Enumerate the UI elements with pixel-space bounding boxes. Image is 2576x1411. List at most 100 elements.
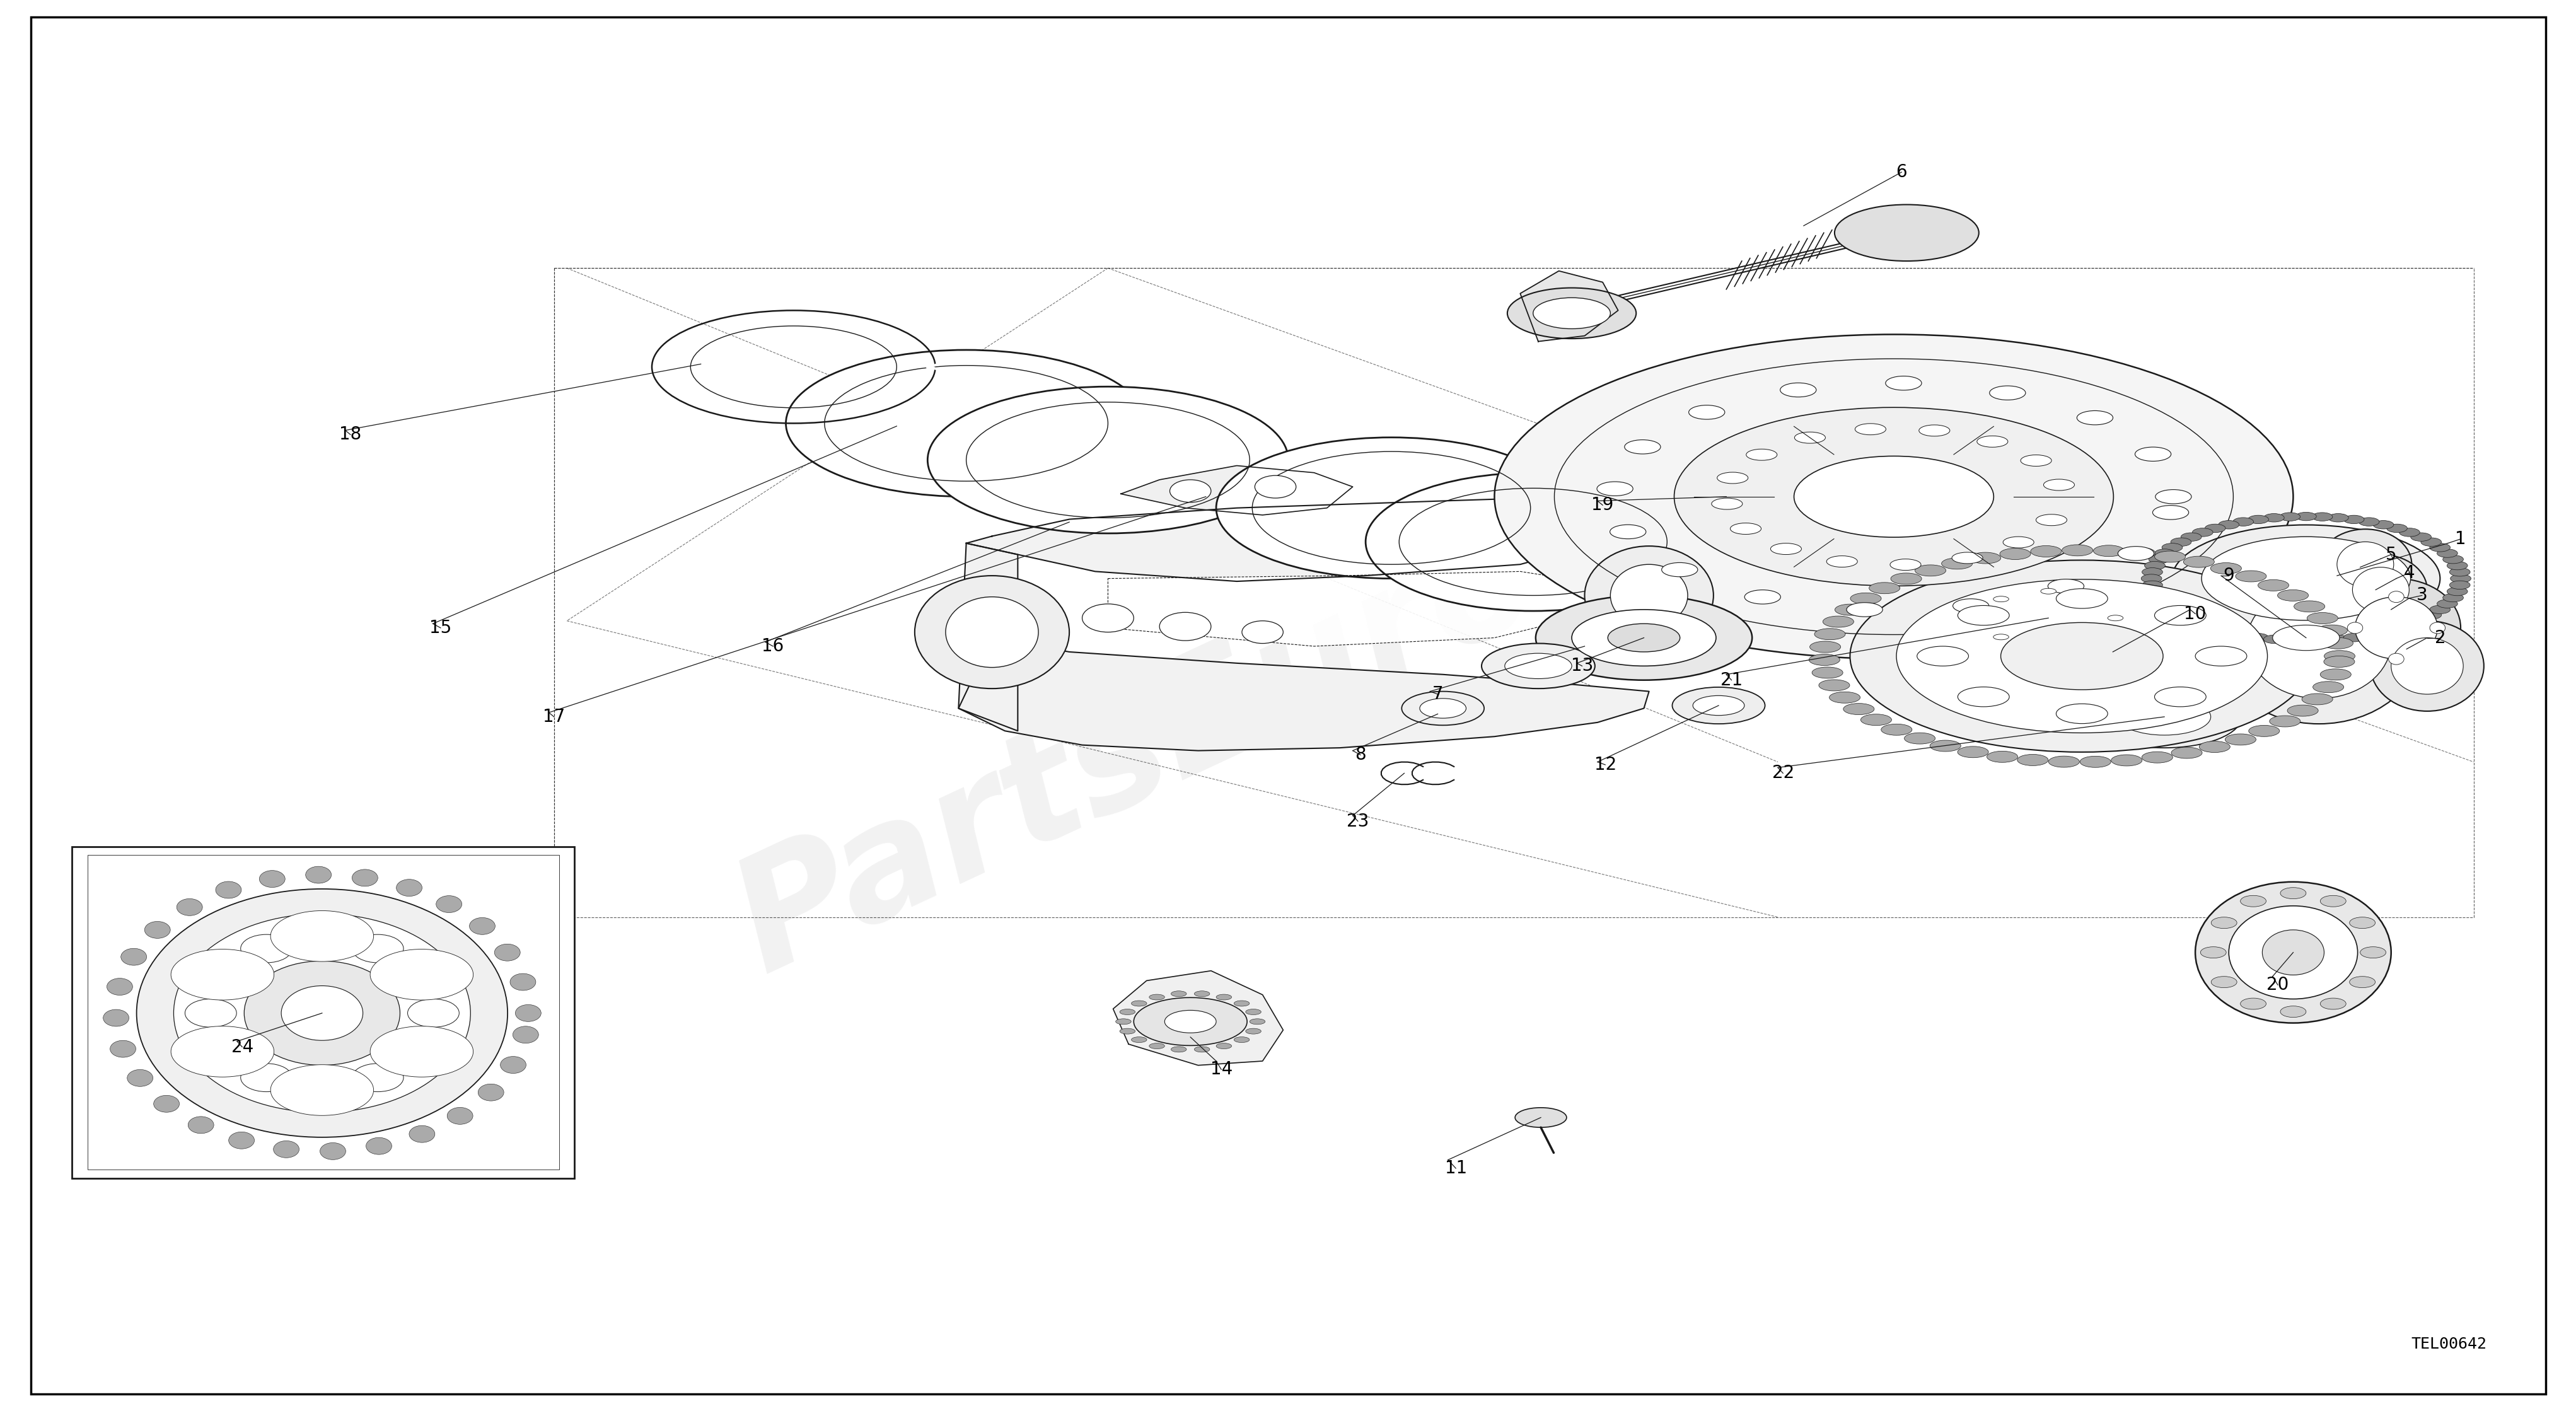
Ellipse shape [2318, 896, 2344, 907]
Ellipse shape [2318, 669, 2349, 680]
Ellipse shape [173, 914, 471, 1112]
Ellipse shape [2092, 545, 2123, 556]
Ellipse shape [2246, 586, 2391, 698]
Ellipse shape [1829, 691, 1860, 703]
Ellipse shape [2372, 521, 2393, 529]
Circle shape [1170, 480, 1211, 502]
Text: 1: 1 [2455, 531, 2465, 547]
Ellipse shape [2143, 587, 2164, 595]
Ellipse shape [2336, 542, 2393, 587]
Circle shape [185, 999, 237, 1027]
Ellipse shape [2172, 525, 2439, 632]
Ellipse shape [1121, 1029, 1136, 1034]
Ellipse shape [2141, 581, 2161, 590]
Ellipse shape [2344, 634, 2365, 642]
Ellipse shape [1994, 634, 2009, 639]
Ellipse shape [1808, 641, 1839, 652]
Ellipse shape [1419, 698, 1466, 718]
Ellipse shape [2200, 947, 2226, 958]
Ellipse shape [1195, 991, 1211, 996]
Text: 16: 16 [762, 638, 783, 655]
Ellipse shape [397, 879, 422, 896]
Ellipse shape [945, 597, 1038, 667]
Text: TEL00642: TEL00642 [2411, 1336, 2486, 1352]
Ellipse shape [2182, 556, 2213, 567]
Ellipse shape [1164, 1010, 1216, 1033]
Ellipse shape [1170, 991, 1185, 996]
Ellipse shape [273, 1141, 299, 1158]
Ellipse shape [1244, 1009, 1260, 1015]
Ellipse shape [1710, 498, 1741, 509]
Ellipse shape [2411, 533, 2432, 542]
Ellipse shape [2236, 570, 2267, 581]
Ellipse shape [2123, 547, 2154, 559]
Ellipse shape [1793, 432, 1824, 443]
Ellipse shape [1216, 1043, 1231, 1048]
Text: 20: 20 [2267, 976, 2287, 993]
Ellipse shape [1793, 456, 1994, 538]
Ellipse shape [1842, 704, 1873, 714]
Ellipse shape [2388, 653, 2403, 665]
Ellipse shape [106, 978, 131, 995]
Ellipse shape [2280, 1006, 2306, 1017]
Polygon shape [958, 543, 1018, 731]
Ellipse shape [1821, 617, 1852, 628]
Text: 24: 24 [232, 1038, 252, 1055]
Ellipse shape [1880, 724, 1911, 735]
Ellipse shape [1904, 732, 1935, 744]
Ellipse shape [1914, 564, 1945, 576]
Ellipse shape [1917, 646, 1968, 666]
Ellipse shape [1494, 334, 2293, 659]
Ellipse shape [786, 350, 1146, 497]
Ellipse shape [1507, 288, 1636, 339]
Ellipse shape [927, 387, 1288, 533]
Ellipse shape [2249, 615, 2362, 660]
Ellipse shape [2360, 947, 2385, 958]
Circle shape [1082, 604, 1133, 632]
Ellipse shape [2117, 698, 2210, 735]
Ellipse shape [2087, 686, 2241, 748]
Ellipse shape [1896, 580, 2267, 732]
Ellipse shape [2306, 612, 2336, 624]
Ellipse shape [1886, 377, 1922, 391]
Ellipse shape [1891, 573, 1922, 584]
Ellipse shape [2257, 580, 2287, 591]
Ellipse shape [1986, 751, 2017, 762]
Ellipse shape [245, 961, 399, 1065]
Ellipse shape [2148, 555, 2169, 563]
Ellipse shape [2385, 625, 2406, 634]
Ellipse shape [2300, 694, 2331, 706]
Ellipse shape [371, 1026, 474, 1077]
Ellipse shape [1999, 549, 2030, 560]
Ellipse shape [1504, 653, 1571, 679]
Text: 18: 18 [340, 426, 361, 443]
Ellipse shape [2056, 704, 2107, 724]
Ellipse shape [1953, 552, 1984, 563]
Ellipse shape [2035, 515, 2066, 526]
Ellipse shape [2079, 756, 2110, 768]
Text: 23: 23 [1347, 813, 1368, 830]
Ellipse shape [1216, 437, 1566, 579]
Ellipse shape [2447, 562, 2468, 570]
Text: PartsEurope: PartsEurope [714, 408, 1759, 1003]
Ellipse shape [1770, 543, 1801, 555]
Ellipse shape [2280, 636, 2300, 645]
Text: 15: 15 [430, 619, 451, 636]
Ellipse shape [2321, 638, 2352, 649]
Ellipse shape [2311, 512, 2331, 521]
Text: 7: 7 [1432, 686, 1443, 703]
Ellipse shape [2450, 574, 2470, 583]
Ellipse shape [2429, 622, 2445, 634]
Ellipse shape [1965, 584, 2130, 652]
Circle shape [240, 934, 291, 962]
Ellipse shape [216, 882, 242, 899]
Ellipse shape [1515, 1108, 1566, 1127]
Ellipse shape [2179, 615, 2200, 624]
Ellipse shape [1149, 1043, 1164, 1048]
Ellipse shape [2218, 628, 2239, 636]
Ellipse shape [260, 871, 286, 888]
Ellipse shape [2437, 600, 2458, 608]
Ellipse shape [2295, 636, 2316, 645]
Ellipse shape [137, 889, 507, 1137]
Ellipse shape [1958, 746, 1989, 758]
